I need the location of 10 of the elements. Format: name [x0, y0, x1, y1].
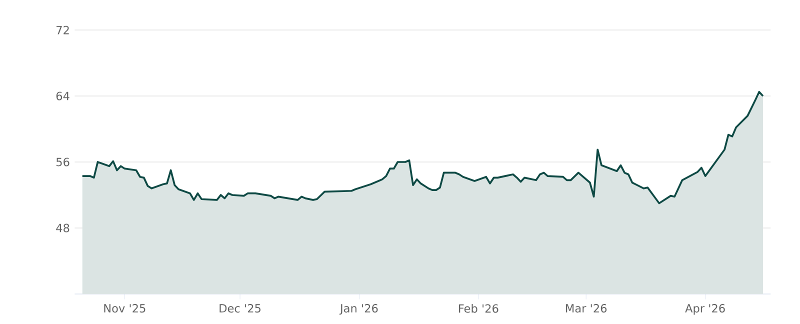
x-tick-label: Apr '26 — [685, 304, 725, 315]
x-tick-label: Dec '25 — [220, 304, 260, 313]
x-tick-label: Mar '26 — [566, 304, 607, 313]
x-tick-label: Feb '26 — [459, 304, 498, 313]
x-tick-label: Jan '26 — [339, 304, 378, 315]
x-tick-label: Nov '25 — [104, 304, 146, 313]
y-tick-label: 48 — [56, 224, 70, 232]
y-tick-label: 56 — [56, 158, 70, 166]
y-tick-label: 64 — [56, 92, 70, 100]
y-tick-label: 72 — [56, 26, 69, 34]
